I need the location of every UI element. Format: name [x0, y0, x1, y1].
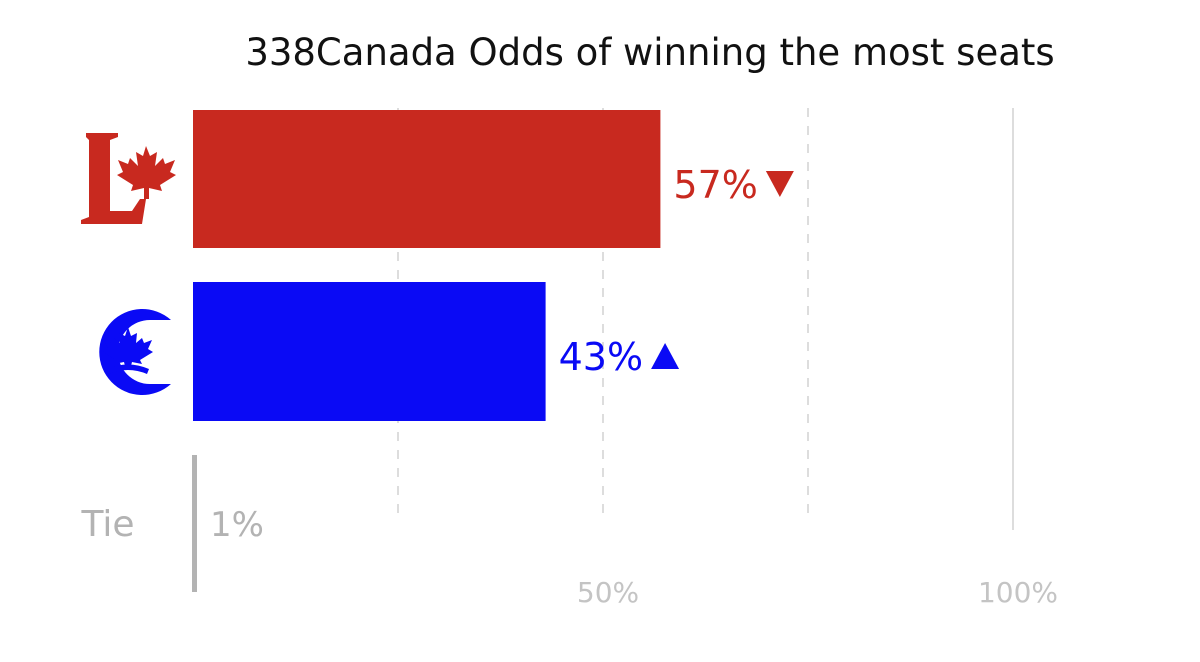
- row-label-tie: Tie: [80, 504, 134, 545]
- data-label-tie: 1%: [210, 505, 264, 545]
- chart-title: 338Canada Odds of winning the most seats: [245, 31, 1054, 74]
- trend-up-icon: [651, 343, 680, 369]
- trend-down-icon: [765, 171, 794, 197]
- bar-layer: [192, 110, 661, 592]
- tick-layer: 50% 100%: [577, 576, 1058, 609]
- label-layer: 57% 43% Tie 1%: [80, 163, 794, 545]
- x-tick-label-100: 100%: [978, 576, 1058, 609]
- conservative-logo-icon: [99, 309, 171, 395]
- bar-liberal: [193, 110, 661, 248]
- bar-conservative: [193, 282, 546, 421]
- x-tick-label-50: 50%: [577, 576, 639, 609]
- liberal-logo-icon: [81, 133, 176, 224]
- data-label-conservative: 43%: [559, 335, 643, 379]
- data-label-liberal: 57%: [673, 163, 757, 207]
- bar-tie: [192, 455, 197, 592]
